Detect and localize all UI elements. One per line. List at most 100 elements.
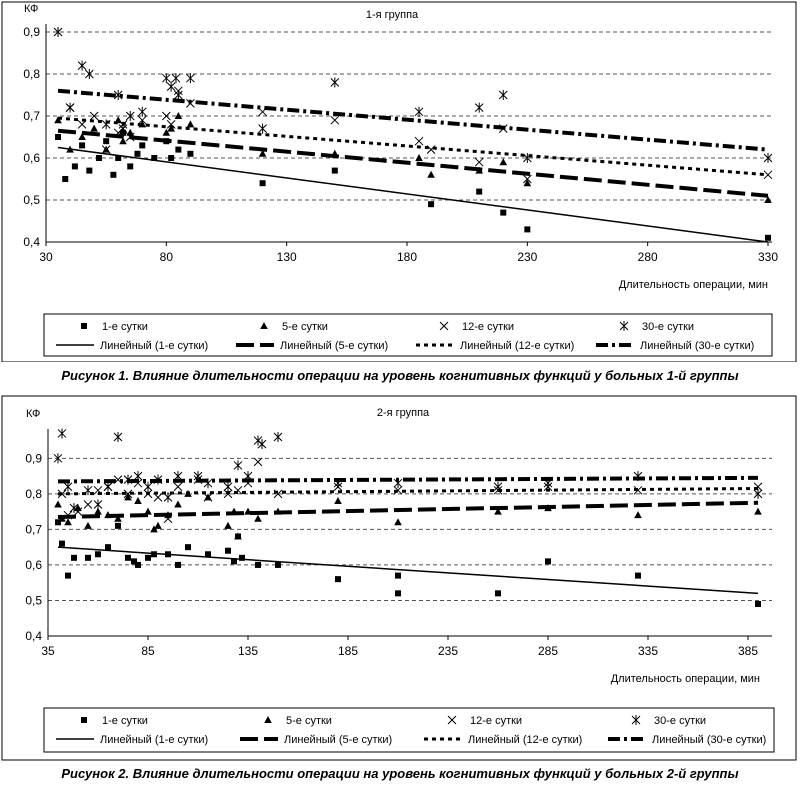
data-point — [171, 73, 181, 84]
chart-frame — [1, 1, 797, 362]
data-point — [414, 106, 424, 117]
y-tick-label: 0,4 — [25, 629, 42, 643]
data-point — [114, 514, 122, 522]
trendline — [57, 500, 759, 519]
data-point — [235, 533, 241, 540]
data-point — [168, 155, 175, 161]
data-point — [753, 488, 763, 499]
data-point — [163, 138, 170, 145]
data-point — [151, 551, 157, 558]
legend-entry: Линейный (30-е сутки) — [652, 734, 766, 746]
data-point — [273, 432, 283, 442]
data-point — [330, 115, 340, 125]
data-point — [243, 478, 253, 488]
data-point — [175, 561, 181, 568]
data-point — [62, 176, 69, 182]
data-point — [65, 572, 71, 579]
x-tick-label: 135 — [238, 644, 258, 658]
data-point — [275, 561, 281, 568]
y-axis-label: КФ — [26, 408, 40, 420]
data-point — [223, 481, 233, 492]
data-point — [244, 507, 252, 515]
y-tick-label: 0,4 — [23, 235, 40, 249]
data-point — [173, 482, 183, 492]
data-point — [330, 77, 340, 88]
data-point — [131, 558, 137, 565]
data-point — [331, 167, 338, 174]
data-point — [633, 471, 643, 482]
data-point — [59, 540, 65, 547]
figure-2-caption: Рисунок 2. Влияние длительности операции… — [61, 766, 739, 781]
data-point — [428, 201, 435, 208]
data-point — [125, 132, 135, 142]
data-point — [203, 478, 213, 489]
data-point — [55, 519, 61, 526]
data-point — [77, 60, 87, 71]
data-point — [498, 90, 508, 100]
data-point — [73, 507, 83, 516]
x-tick-label: 280 — [638, 250, 658, 264]
legend-entry: Линейный (5-е сутки) — [284, 734, 392, 746]
legend-marker — [619, 321, 629, 331]
data-point — [233, 485, 243, 495]
data-point — [545, 558, 551, 565]
data-point — [414, 136, 424, 146]
data-point — [89, 111, 99, 121]
data-point — [144, 507, 152, 515]
legend-entry: Линейный (1-е сутки) — [100, 734, 208, 746]
data-point — [57, 428, 67, 439]
data-point — [162, 128, 171, 136]
data-point — [54, 500, 62, 508]
x-tick-label: 335 — [638, 644, 658, 658]
data-point — [274, 507, 282, 515]
data-point — [230, 507, 238, 515]
data-point — [187, 150, 194, 157]
data-point — [239, 554, 245, 561]
data-point — [493, 481, 503, 492]
chart-frame — [1, 395, 797, 761]
data-point — [426, 145, 436, 154]
data-point — [474, 157, 484, 167]
y-tick-label: 0,7 — [23, 109, 40, 123]
data-point — [153, 474, 163, 485]
data-point — [123, 474, 133, 485]
data-point — [258, 123, 267, 134]
data-point — [64, 518, 72, 526]
data-point — [163, 492, 173, 503]
legend-entry: 5-е сутки — [286, 715, 332, 727]
data-point — [395, 590, 401, 597]
chart-title: 2-я группа — [377, 407, 430, 419]
data-point — [84, 521, 92, 529]
data-point — [165, 551, 171, 558]
x-tick-label: 235 — [438, 644, 458, 658]
data-point — [123, 489, 133, 499]
data-point — [94, 507, 102, 515]
data-point — [113, 475, 123, 484]
data-point — [138, 120, 147, 128]
legend-marker — [439, 321, 449, 331]
data-point — [166, 120, 176, 129]
data-point — [143, 481, 153, 492]
y-tick-label: 0,5 — [23, 193, 40, 207]
legend-entry: 30-е сутки — [642, 321, 694, 333]
data-point — [133, 471, 143, 482]
data-point — [273, 489, 283, 499]
data-point — [764, 196, 772, 203]
data-point — [166, 81, 176, 92]
data-point — [476, 188, 483, 195]
data-point — [333, 478, 343, 489]
x-tick-label: 85 — [141, 644, 155, 658]
data-point — [225, 547, 231, 554]
data-point — [135, 561, 141, 568]
data-point — [522, 174, 532, 184]
data-point — [184, 489, 192, 497]
data-point — [164, 511, 172, 519]
data-point — [161, 73, 171, 84]
x-tick-label: 385 — [738, 644, 758, 658]
chart-title: 1-я группа — [366, 9, 419, 21]
data-point — [495, 590, 501, 597]
data-point — [203, 493, 213, 502]
data-point — [143, 489, 153, 499]
legend-marker — [81, 323, 87, 329]
data-point — [763, 153, 773, 163]
